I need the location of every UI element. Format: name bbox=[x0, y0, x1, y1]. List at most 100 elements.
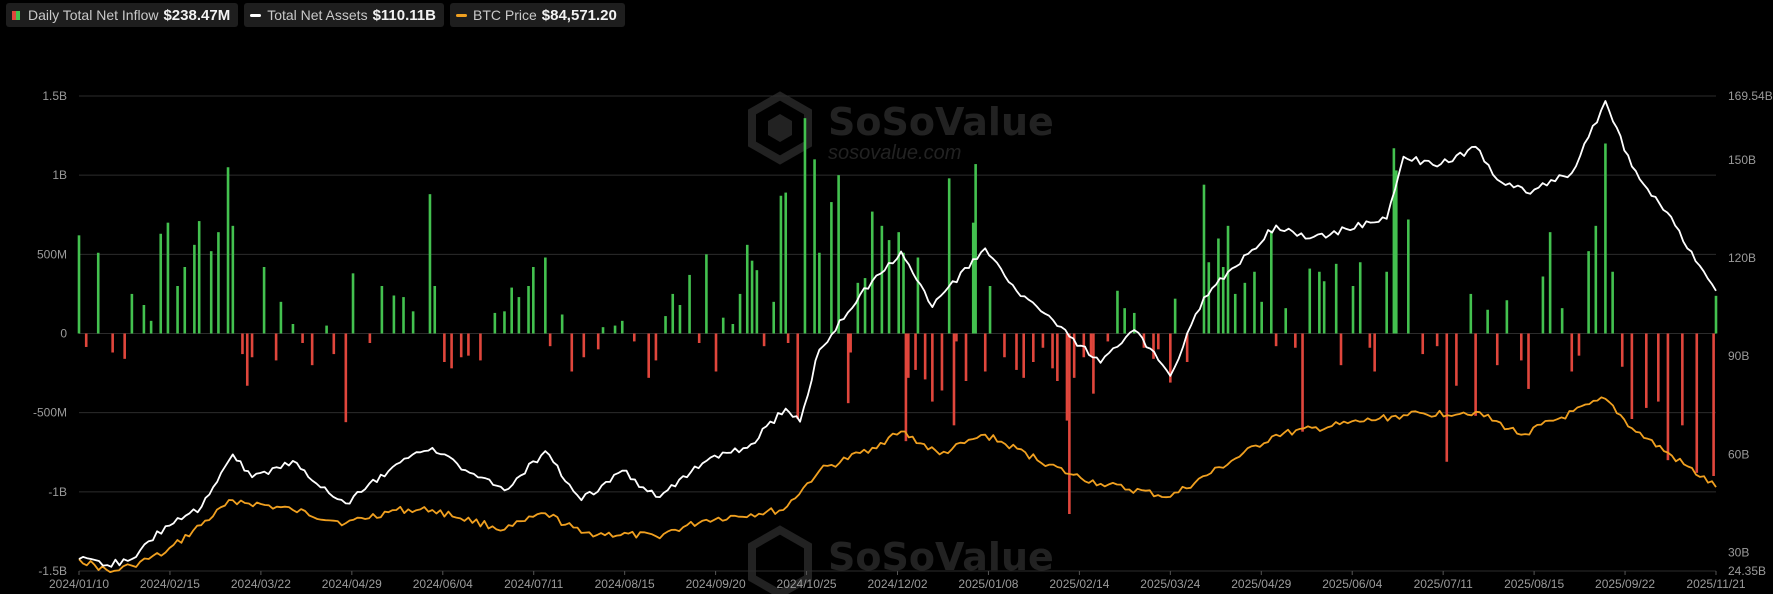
outflow-bar bbox=[245, 333, 249, 386]
inflow-bar bbox=[351, 273, 355, 334]
outflow-bar bbox=[796, 333, 800, 419]
inflow-bar bbox=[830, 202, 833, 334]
inflow-bar bbox=[1173, 298, 1177, 334]
x-tick-label: 2025/11/21 bbox=[1686, 577, 1745, 591]
inflow-bar bbox=[1394, 170, 1398, 334]
inflow-bar bbox=[325, 325, 328, 334]
outflow-bar bbox=[596, 333, 600, 350]
legend-label: Total Net Assets bbox=[267, 7, 368, 23]
legend-total-net-assets[interactable]: Total Net Assets $110.11B bbox=[244, 3, 444, 27]
inflow-bar bbox=[613, 325, 617, 334]
legend-label: Daily Total Net Inflow bbox=[28, 7, 159, 23]
outflow-bar bbox=[1712, 333, 1715, 476]
outflow-bar bbox=[1106, 333, 1110, 342]
inflow-bar bbox=[1253, 271, 1256, 334]
inflow-bar bbox=[731, 324, 735, 334]
outflow-bar bbox=[1089, 333, 1093, 356]
inflow-bar bbox=[856, 282, 860, 334]
inflow-bar bbox=[1541, 276, 1545, 334]
inflow-bar bbox=[1548, 232, 1552, 334]
inflow-bar bbox=[1269, 230, 1273, 334]
inflow-bar bbox=[1604, 143, 1607, 334]
outflow-bar bbox=[1666, 333, 1670, 461]
x-tick-label: 2025/07/11 bbox=[1414, 577, 1473, 591]
right-tick-label: 24.35B bbox=[1728, 564, 1766, 578]
sosovalue-logo-icon bbox=[748, 91, 812, 165]
inflow-bar bbox=[532, 267, 535, 334]
x-tick-label: 2024/01/10 bbox=[49, 577, 109, 591]
outflow-bar bbox=[274, 333, 278, 361]
inflow-bar bbox=[1243, 282, 1247, 334]
outflow-bar bbox=[123, 333, 126, 359]
x-axis: 2024/01/10 2024/02/15 2024/03/22 2024/04/29… bbox=[49, 571, 1746, 591]
legend-btc-price[interactable]: BTC Price $84,571.20 bbox=[449, 3, 625, 27]
outflow-bar bbox=[697, 333, 701, 343]
outflow-bar bbox=[907, 333, 910, 378]
outflow-bar bbox=[111, 333, 114, 353]
inflow-bar bbox=[880, 225, 884, 334]
inflow-bar bbox=[226, 167, 230, 334]
right-tick-label: 60B bbox=[1728, 447, 1749, 461]
outflow-bar bbox=[1630, 333, 1634, 419]
inflow-bar bbox=[166, 222, 170, 334]
inflow-bar bbox=[197, 221, 201, 334]
legend-net-inflow[interactable]: Daily Total Net Inflow $238.47M bbox=[6, 3, 239, 27]
right-tick-label: 90B bbox=[1728, 349, 1749, 363]
x-tick-label: 2025/08/15 bbox=[1504, 577, 1564, 591]
inflow-bar bbox=[1221, 267, 1225, 334]
inflow-bar bbox=[1217, 238, 1220, 334]
outflow-bar bbox=[548, 333, 552, 347]
outflow-bar bbox=[1577, 333, 1581, 356]
outflow-bar bbox=[1157, 333, 1160, 350]
inflow-bar bbox=[1392, 148, 1396, 334]
watermark-brand: SoSoValue bbox=[828, 535, 1054, 579]
inflow-bar bbox=[142, 305, 146, 334]
line-swatch-icon bbox=[250, 13, 262, 17]
watermark-url: sosovalue.com bbox=[828, 142, 961, 164]
inflow-bar bbox=[1116, 290, 1119, 334]
inflow-bar bbox=[159, 233, 163, 334]
right-tick-label: 169.54B bbox=[1728, 89, 1773, 103]
outflow-bar bbox=[964, 333, 968, 381]
inflow-bar bbox=[380, 286, 384, 334]
inflow-bar bbox=[1284, 308, 1288, 334]
outflow-bar bbox=[955, 333, 958, 342]
inflow-bar bbox=[1226, 225, 1230, 334]
inflow-bar bbox=[721, 317, 725, 334]
inflow-bar bbox=[544, 257, 547, 334]
inflow-bar bbox=[1132, 312, 1136, 334]
outflow-bar bbox=[250, 333, 254, 358]
x-tick-label: 2025/02/14 bbox=[1049, 577, 1109, 591]
left-tick-label: 1B bbox=[52, 168, 67, 182]
inflow-bar bbox=[231, 225, 235, 334]
left-axis: 1.5B 1B 500M 0 -500M -1B -1.5B bbox=[33, 89, 67, 578]
inflow-bar bbox=[902, 252, 905, 334]
outflow-bar bbox=[1065, 333, 1069, 421]
outflow-bar bbox=[1041, 333, 1045, 348]
inflow-bar bbox=[527, 286, 530, 334]
right-tick-label: 120B bbox=[1728, 251, 1756, 265]
outflow-bar bbox=[467, 333, 470, 356]
outflow-bar bbox=[1056, 333, 1059, 381]
legend-value: $110.11B bbox=[372, 6, 436, 24]
outflow-bar bbox=[1301, 333, 1304, 432]
outflow-bar bbox=[1152, 333, 1155, 359]
left-tick-label: -500M bbox=[33, 406, 67, 420]
inflow-bar bbox=[77, 235, 81, 334]
legend-value: $84,571.20 bbox=[541, 6, 617, 24]
inflow-bar bbox=[688, 274, 691, 334]
inflow-bar bbox=[428, 194, 432, 334]
x-tick-label: 2024/03/22 bbox=[231, 577, 291, 591]
outflow-bar bbox=[1644, 333, 1648, 408]
outflow-bar bbox=[1681, 333, 1684, 426]
watermark-brand: SoSoValue bbox=[828, 100, 1054, 144]
inflow-bar bbox=[620, 320, 624, 334]
left-tick-label: 500M bbox=[37, 247, 67, 261]
inflow-bar bbox=[1351, 286, 1355, 334]
inflow-bar bbox=[209, 251, 213, 334]
inflow-bar bbox=[705, 254, 708, 334]
outflow-bar bbox=[952, 333, 956, 426]
inflow-bar bbox=[1505, 300, 1509, 334]
outflow-bar bbox=[714, 333, 718, 372]
